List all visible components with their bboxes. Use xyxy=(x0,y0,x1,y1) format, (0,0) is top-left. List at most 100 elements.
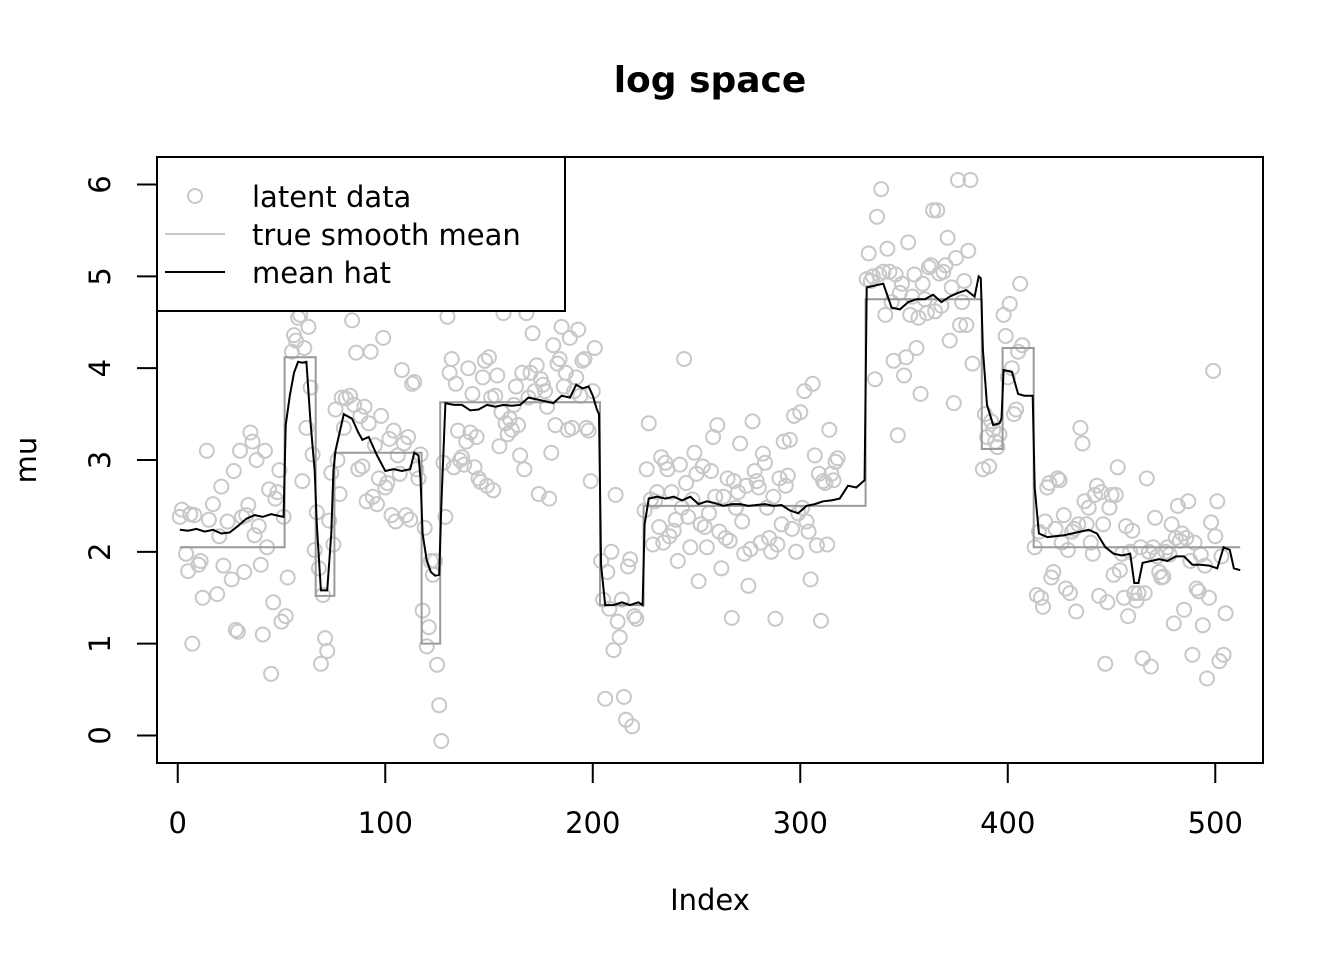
latent-data-point xyxy=(553,318,570,335)
latent-data-point xyxy=(713,560,730,577)
latent-data-point xyxy=(1140,543,1157,560)
latent-data-point xyxy=(746,463,763,479)
latent-data-point xyxy=(200,511,217,528)
latent-data-point xyxy=(686,444,703,461)
latent-data-point xyxy=(416,519,433,536)
latent-data-point xyxy=(717,530,734,546)
latent-data-point xyxy=(1217,605,1234,622)
latent-data-point xyxy=(1041,475,1058,491)
latent-data-point xyxy=(296,340,313,356)
y-tick-label: 4 xyxy=(83,359,117,377)
latent-data-point xyxy=(468,429,485,445)
latent-data-point xyxy=(541,490,558,507)
latent-data-point xyxy=(869,208,885,225)
latent-data-point xyxy=(1074,435,1091,452)
latent-data-point xyxy=(991,426,1008,443)
latent-data-point xyxy=(510,417,527,434)
latent-data-point xyxy=(767,610,784,627)
latent-data-point xyxy=(806,447,823,464)
latent-data-point xyxy=(956,273,973,289)
latent-data-point xyxy=(242,424,259,441)
latent-data-point xyxy=(1008,401,1025,418)
latent-data-point xyxy=(732,435,749,452)
latent-data-point xyxy=(1107,486,1124,503)
legend-label-latent-data: latent data xyxy=(252,180,411,214)
latent-data-point xyxy=(1045,564,1062,580)
latent-data-point xyxy=(754,445,771,462)
latent-data-point xyxy=(1057,580,1074,597)
latent-data-point xyxy=(914,275,931,292)
latent-data-point xyxy=(491,438,508,455)
latent-data-point xyxy=(864,268,881,285)
latent-data-point xyxy=(474,369,491,386)
latent-data-point xyxy=(605,642,622,659)
latent-data-point xyxy=(900,234,917,251)
latent-data-point xyxy=(626,608,643,625)
x-tick-label: 0 xyxy=(169,806,187,840)
legend-label-true-smooth-mean: true smooth mean xyxy=(252,218,521,252)
latent-data-point xyxy=(508,378,524,395)
latent-data-point xyxy=(244,433,261,450)
latent-data-point xyxy=(265,594,282,611)
latent-data-point xyxy=(1176,601,1193,618)
latent-data-point xyxy=(323,464,340,481)
latent-data-point xyxy=(607,486,624,503)
latent-data-point xyxy=(1072,419,1089,436)
latent-data-point xyxy=(1147,509,1164,526)
latent-data-point xyxy=(1012,275,1029,292)
mean-hat-line xyxy=(179,274,1241,607)
latent-data-point xyxy=(429,656,446,673)
latent-data-point xyxy=(578,419,595,436)
legend-label-mean-hat: mean hat xyxy=(252,256,391,290)
latent-data-point xyxy=(186,507,203,524)
latent-data-point xyxy=(680,508,697,525)
latent-data-point xyxy=(950,172,966,188)
latent-data-point xyxy=(773,516,790,533)
latent-data-point xyxy=(964,355,981,372)
latent-data-point xyxy=(879,240,896,257)
latent-data-point xyxy=(690,573,707,590)
latent-data-point xyxy=(456,456,473,473)
latent-data-point xyxy=(877,306,894,323)
latent-data-point xyxy=(350,461,367,478)
latent-data-point xyxy=(1188,580,1205,597)
latent-data-point xyxy=(319,643,336,659)
latent-data-point xyxy=(209,586,226,603)
latent-data-point xyxy=(354,458,371,475)
latent-data-point xyxy=(271,462,288,479)
latent-data-point xyxy=(1149,548,1166,565)
latent-data-point xyxy=(582,473,599,490)
plot-layer xyxy=(171,172,1241,749)
latent-data-point xyxy=(889,427,906,444)
latent-data-point xyxy=(192,553,209,569)
latent-data-point xyxy=(1180,493,1197,510)
latent-data-point xyxy=(476,352,493,369)
latent-data-point xyxy=(481,349,497,366)
latent-data-point xyxy=(1111,562,1128,579)
latent-data-point xyxy=(1174,525,1191,542)
latent-data-point xyxy=(958,317,975,333)
latent-data-point xyxy=(402,511,419,528)
latent-data-point xyxy=(344,312,361,329)
latent-data-point xyxy=(236,564,253,580)
latent-data-point xyxy=(779,467,796,484)
latent-data-point xyxy=(458,433,475,450)
latent-data-point xyxy=(466,459,483,476)
latent-data-point xyxy=(676,351,693,367)
latent-data-point xyxy=(727,499,744,516)
latent-data-point xyxy=(381,430,398,447)
latent-data-point xyxy=(638,461,655,478)
latent-data-point xyxy=(1080,499,1097,516)
latent-data-point xyxy=(431,697,448,714)
x-tick-label: 200 xyxy=(565,806,620,840)
latent-data-point xyxy=(945,395,962,412)
latent-data-point xyxy=(1130,585,1147,602)
latent-data-point xyxy=(1109,459,1126,476)
latent-data-point xyxy=(499,426,516,443)
latent-data-point xyxy=(937,257,954,274)
latent-data-point xyxy=(1001,295,1018,312)
latent-data-point xyxy=(1014,337,1031,354)
latent-data-point xyxy=(205,496,221,513)
latent-data-point xyxy=(997,328,1014,344)
latent-data-point xyxy=(227,621,244,638)
